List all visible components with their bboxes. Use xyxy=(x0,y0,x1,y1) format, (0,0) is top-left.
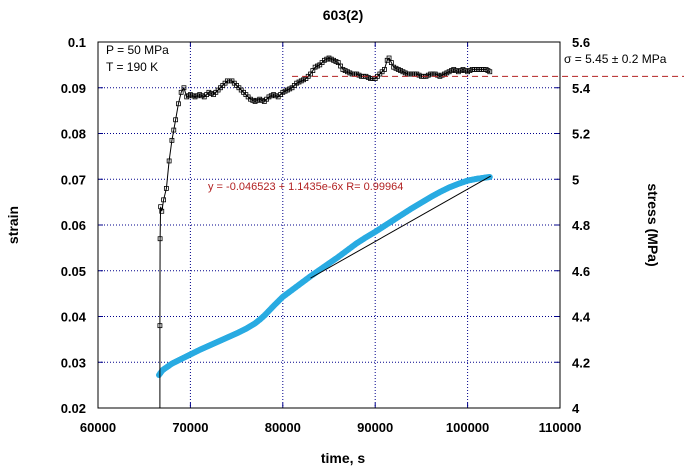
y-left-tick-label: 0.1 xyxy=(68,35,86,50)
stress-point xyxy=(157,323,163,329)
sigma-annotation: σ = 5.45 ± 0.2 MPa xyxy=(564,52,667,66)
stress-point xyxy=(166,158,172,164)
chart-title: 603(2) xyxy=(323,7,363,23)
stress-point xyxy=(178,89,184,95)
stress-point xyxy=(386,55,392,61)
x-tick-label: 70000 xyxy=(172,420,208,435)
y-right-tick-label: 4.4 xyxy=(572,310,591,325)
y-left-tick-label: 0.05 xyxy=(61,264,86,279)
y-left-tick-label: 0.03 xyxy=(61,355,86,370)
tick-labels: 60000 70000 80000 90000 100000 110000 0.02 0.03… xyxy=(61,35,591,435)
stress-point xyxy=(159,208,165,214)
y-right-tick-label: 5.4 xyxy=(572,81,591,96)
stress-point xyxy=(171,127,177,133)
y-right-tick-label: 5.2 xyxy=(572,127,590,142)
stress-point xyxy=(163,185,169,191)
stress-point xyxy=(382,67,387,72)
stress-point xyxy=(169,137,175,143)
stress-line xyxy=(159,57,491,326)
fit-line xyxy=(310,175,491,279)
grid xyxy=(97,41,561,409)
stress-point xyxy=(181,85,187,91)
y-right-tick-label: 4.8 xyxy=(572,218,590,233)
stress-point xyxy=(388,60,394,65)
overlays xyxy=(292,75,684,279)
stress-point xyxy=(157,236,163,242)
stress-point xyxy=(487,69,493,75)
y-left-tick-label: 0.09 xyxy=(61,81,86,96)
plot-frame xyxy=(97,41,561,409)
temperature-annotation: T = 190 K xyxy=(106,60,158,74)
y-right-tick-label: 4.6 xyxy=(572,264,590,279)
x-tick-label: 80000 xyxy=(265,420,301,435)
y-left-tick-label: 0.04 xyxy=(61,310,87,325)
fit-equation: y = -0.046523 + 1.1435e-6x R= 0.99964 xyxy=(208,181,403,193)
y-right-tick-label: 4 xyxy=(572,401,580,416)
stress-series xyxy=(157,55,493,408)
x-tick-label: 60000 xyxy=(80,420,116,435)
stress-point xyxy=(173,117,179,123)
y-left-tick-label: 0.07 xyxy=(61,172,86,187)
x-tick-label: 100000 xyxy=(446,420,489,435)
y-left-tick-label: 0.08 xyxy=(61,127,86,142)
stress-point xyxy=(161,197,167,203)
y-right-tick-label: 4.2 xyxy=(572,355,590,370)
y-left-tick-label: 0.06 xyxy=(61,218,86,233)
x-axis-label: time, s xyxy=(321,450,366,466)
x-tick-label: 110000 xyxy=(539,420,582,435)
stress-point xyxy=(158,204,164,210)
stress-point xyxy=(175,101,181,107)
y-right-axis-label: stress (MPa) xyxy=(645,183,661,266)
y-right-tick-label: 5.6 xyxy=(572,35,590,50)
x-tick-label: 90000 xyxy=(357,420,393,435)
y-left-tick-label: 0.02 xyxy=(61,401,86,416)
pressure-annotation: P = 50 MPa xyxy=(106,43,169,57)
strain-series xyxy=(155,173,493,379)
y-right-tick-label: 5 xyxy=(572,172,579,187)
y-left-axis-label: strain xyxy=(5,206,21,244)
